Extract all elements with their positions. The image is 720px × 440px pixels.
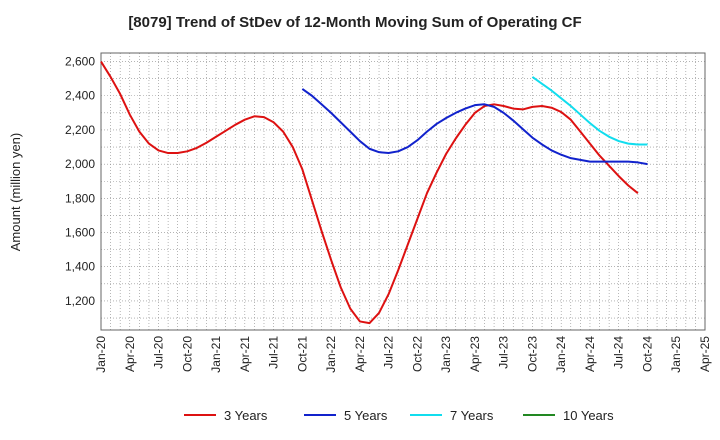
x-tick-label: Oct-21 xyxy=(295,336,309,372)
x-tick-label: Jan-22 xyxy=(324,336,338,373)
y-tick-label: 2,400 xyxy=(65,89,95,103)
y-tick-label: 2,600 xyxy=(65,55,95,69)
legend-label: 5 Years xyxy=(344,408,388,423)
x-tick-label: Jan-21 xyxy=(209,336,223,373)
y-tick-label: 1,800 xyxy=(65,191,95,205)
series-line-3-years xyxy=(100,61,639,325)
x-tick-label: Apr-21 xyxy=(238,336,252,372)
x-tick-label: Jul-24 xyxy=(612,336,626,369)
legend-label: 10 Years xyxy=(563,408,614,423)
series-line-5-years xyxy=(301,88,648,166)
x-tick-label: Apr-23 xyxy=(468,336,482,372)
x-tick-label: Jan-23 xyxy=(439,336,453,373)
y-tick-label: 2,000 xyxy=(65,157,95,171)
y-tick-label: 1,200 xyxy=(65,294,95,308)
x-tick-label: Apr-24 xyxy=(583,336,597,372)
series-layer xyxy=(100,61,648,325)
plot-frame xyxy=(100,52,706,331)
legend-label: 7 Years xyxy=(450,408,494,423)
x-tick-label: Oct-23 xyxy=(525,336,539,372)
legend-label: 3 Years xyxy=(224,408,268,423)
x-tick-label: Jan-25 xyxy=(669,336,683,373)
x-tick-label: Oct-20 xyxy=(180,336,194,372)
x-tick-label: Oct-24 xyxy=(640,336,654,372)
y-axis: 1,200 1,400 1,600 1,800 2,000 2,200 2,400 2,600 xyxy=(65,55,95,308)
x-tick-label: Jan-20 xyxy=(94,336,108,373)
x-tick-label: Apr-25 xyxy=(698,336,712,372)
y-tick-label: 1,400 xyxy=(65,260,95,274)
x-tick-label: Jul-22 xyxy=(382,336,396,369)
x-tick-label: Jul-23 xyxy=(497,336,511,369)
x-tick-label: Jan-24 xyxy=(554,336,568,373)
y-tick-label: 2,200 xyxy=(65,123,95,137)
x-tick-label: Jul-21 xyxy=(267,336,281,369)
grid xyxy=(101,53,705,330)
x-tick-label: Oct-22 xyxy=(410,336,424,372)
y-tick-label: 1,600 xyxy=(65,226,95,240)
legend: 3 Years 5 Years 7 Years 10 Years xyxy=(184,408,614,423)
series-line-7-years xyxy=(531,76,648,146)
x-axis: Jan-20 Apr-20 Jul-20 Oct-20 Jan-21 Apr-21 Jul-… xyxy=(94,336,712,373)
x-tick-label: Jul-20 xyxy=(152,336,166,369)
x-tick-label: Apr-22 xyxy=(353,336,367,372)
chart-title: [8079] Trend of StDev of 12-Month Moving… xyxy=(128,14,581,31)
y-axis-label: Amount (million yen) xyxy=(8,133,23,252)
x-tick-label: Apr-20 xyxy=(123,336,137,372)
